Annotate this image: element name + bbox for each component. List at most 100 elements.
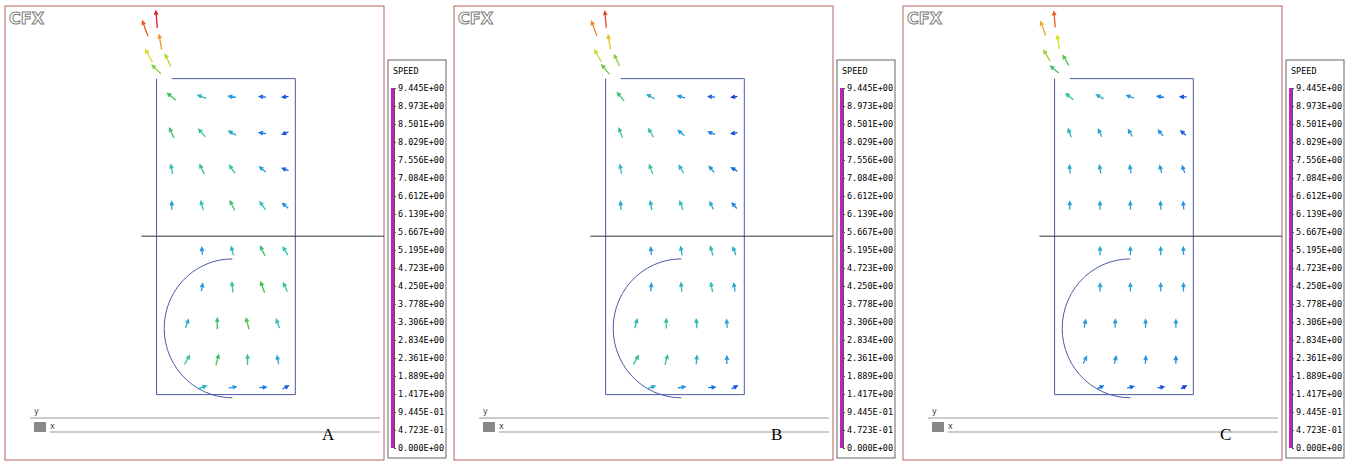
- interface-line: [1039, 236, 1282, 237]
- tick-label: 3.778E+00: [847, 299, 893, 309]
- inlet-arc: [613, 259, 681, 398]
- colorbar-tick: 2.834E+00: [843, 335, 893, 345]
- colorbar-ramp: [1289, 88, 1292, 448]
- colorbar-tick: 8.501E+00: [394, 119, 444, 129]
- tick-label: 5.195E+00: [1296, 245, 1342, 255]
- velocity-vector: [283, 131, 289, 134]
- plot-frame: [5, 6, 384, 460]
- colorbar-tick: 4.250E+00: [394, 281, 444, 291]
- colorbar-tick: 1.889E+00: [1292, 371, 1342, 381]
- colorbar-tick: 1.889E+00: [394, 371, 444, 381]
- tick-mark: [394, 376, 396, 377]
- colorbar-tick: 9.445E+00: [394, 83, 444, 93]
- velocity-vector: [710, 202, 714, 209]
- colorbar-tick: 9.445E-01: [843, 407, 893, 417]
- tick-label: 0.000E+00: [847, 443, 893, 453]
- tick-mark: [394, 196, 396, 197]
- colorbar-tick: 9.445E-01: [394, 407, 444, 417]
- velocity-vector: [649, 129, 654, 137]
- tick-label: 2.834E+00: [1296, 335, 1342, 345]
- velocity-vector: [1044, 50, 1050, 61]
- velocity-vector: [165, 55, 171, 67]
- velocity-vector: [678, 386, 685, 389]
- tick-label: 5.667E+00: [398, 227, 444, 237]
- colorbar-tick: 9.445E-01: [1292, 407, 1342, 417]
- velocity-vector: [619, 128, 623, 138]
- velocity-vector: [260, 202, 265, 210]
- tick-mark: [1292, 322, 1294, 323]
- interface-line: [590, 236, 833, 237]
- colorbar-tick: 1.417E+00: [843, 389, 893, 399]
- tick-mark: [394, 304, 396, 305]
- triad-line: [479, 418, 829, 419]
- tick-mark: [1292, 358, 1294, 359]
- colorbar-tick: 3.778E+00: [843, 299, 893, 309]
- tick-label: 3.778E+00: [398, 299, 444, 309]
- velocity-vector: [607, 35, 611, 49]
- colorbar-tick: 3.306E+00: [843, 317, 893, 327]
- velocity-vector: [617, 93, 624, 101]
- velocity-vector: [695, 319, 698, 328]
- velocity-vector: [246, 355, 249, 365]
- tick-label: 4.723E-01: [398, 425, 444, 435]
- colorbar-tick: 6.139E+00: [843, 209, 893, 219]
- velocity-vector: [1114, 357, 1117, 364]
- colorbar-ramp: [391, 88, 394, 448]
- colorbar-tick: 6.612E+00: [843, 191, 893, 201]
- velocity-vector: [665, 355, 668, 364]
- tick-label: 7.556E+00: [1296, 155, 1342, 165]
- velocity-vector: [1182, 202, 1185, 210]
- tick-label: 9.445E+00: [398, 83, 444, 93]
- logo: CFX: [9, 9, 45, 28]
- tick-mark: [1292, 124, 1294, 125]
- tick-label: 6.139E+00: [1296, 209, 1342, 219]
- vessel-bottom: [157, 394, 296, 395]
- triad-box: [34, 422, 46, 432]
- velocity-vector: [170, 165, 173, 174]
- tick-label: 7.556E+00: [398, 155, 444, 165]
- colorbar-tick: 2.361E+00: [394, 353, 444, 363]
- tick-label: 8.973E+00: [398, 101, 444, 111]
- velocity-vector: [725, 320, 728, 328]
- colorbar-ramp: [840, 88, 843, 448]
- velocity-vector: [1051, 66, 1059, 73]
- tick-mark: [394, 286, 396, 287]
- tick-mark: [843, 196, 845, 197]
- colorbar-axis: 9.445E+008.973E+008.501E+008.029E+007.55…: [843, 83, 893, 453]
- tick-mark: [394, 340, 396, 341]
- tick-mark: [1292, 250, 1294, 251]
- tick-label: 6.612E+00: [1296, 191, 1342, 201]
- tick-label: 9.445E+00: [1296, 83, 1342, 93]
- colorbar-tick: 4.723E-01: [843, 425, 893, 435]
- panel: CFXyxCSPEED9.445E+008.973E+008.501E+008.…: [903, 6, 1344, 460]
- triad-box: [932, 422, 944, 432]
- velocity-vector: [282, 168, 288, 171]
- colorbar-tick: 4.250E+00: [843, 281, 893, 291]
- triad-line: [928, 418, 1278, 419]
- logo: CFX: [458, 9, 494, 28]
- tick-mark: [1292, 448, 1294, 449]
- velocity-vector: [1127, 386, 1133, 389]
- inlet-arc: [164, 259, 232, 398]
- velocity-vector: [595, 50, 602, 62]
- tick-mark: [843, 178, 845, 179]
- colorbar-tick: 5.667E+00: [394, 227, 444, 237]
- tick-mark: [843, 232, 845, 233]
- tick-mark: [394, 250, 396, 251]
- colorbar-tick: 3.306E+00: [394, 317, 444, 327]
- tick-label: 7.084E+00: [1296, 173, 1342, 183]
- geometry: [590, 79, 833, 398]
- tick-label: 8.501E+00: [847, 119, 893, 129]
- tick-label: 9.445E-01: [1296, 407, 1342, 417]
- velocity-vector: [260, 282, 264, 292]
- velocity-vector: [200, 248, 203, 255]
- velocity-vector: [276, 356, 279, 364]
- colorbar-tick: 7.556E+00: [843, 155, 893, 165]
- vessel-bottom: [606, 394, 745, 395]
- velocity-vector: [678, 95, 685, 98]
- colorbar-tick: 5.195E+00: [1292, 245, 1342, 255]
- tick-label: 3.306E+00: [847, 317, 893, 327]
- vessel-bottom: [1055, 394, 1194, 395]
- tick-mark: [843, 448, 845, 449]
- velocity-vector: [1129, 202, 1132, 210]
